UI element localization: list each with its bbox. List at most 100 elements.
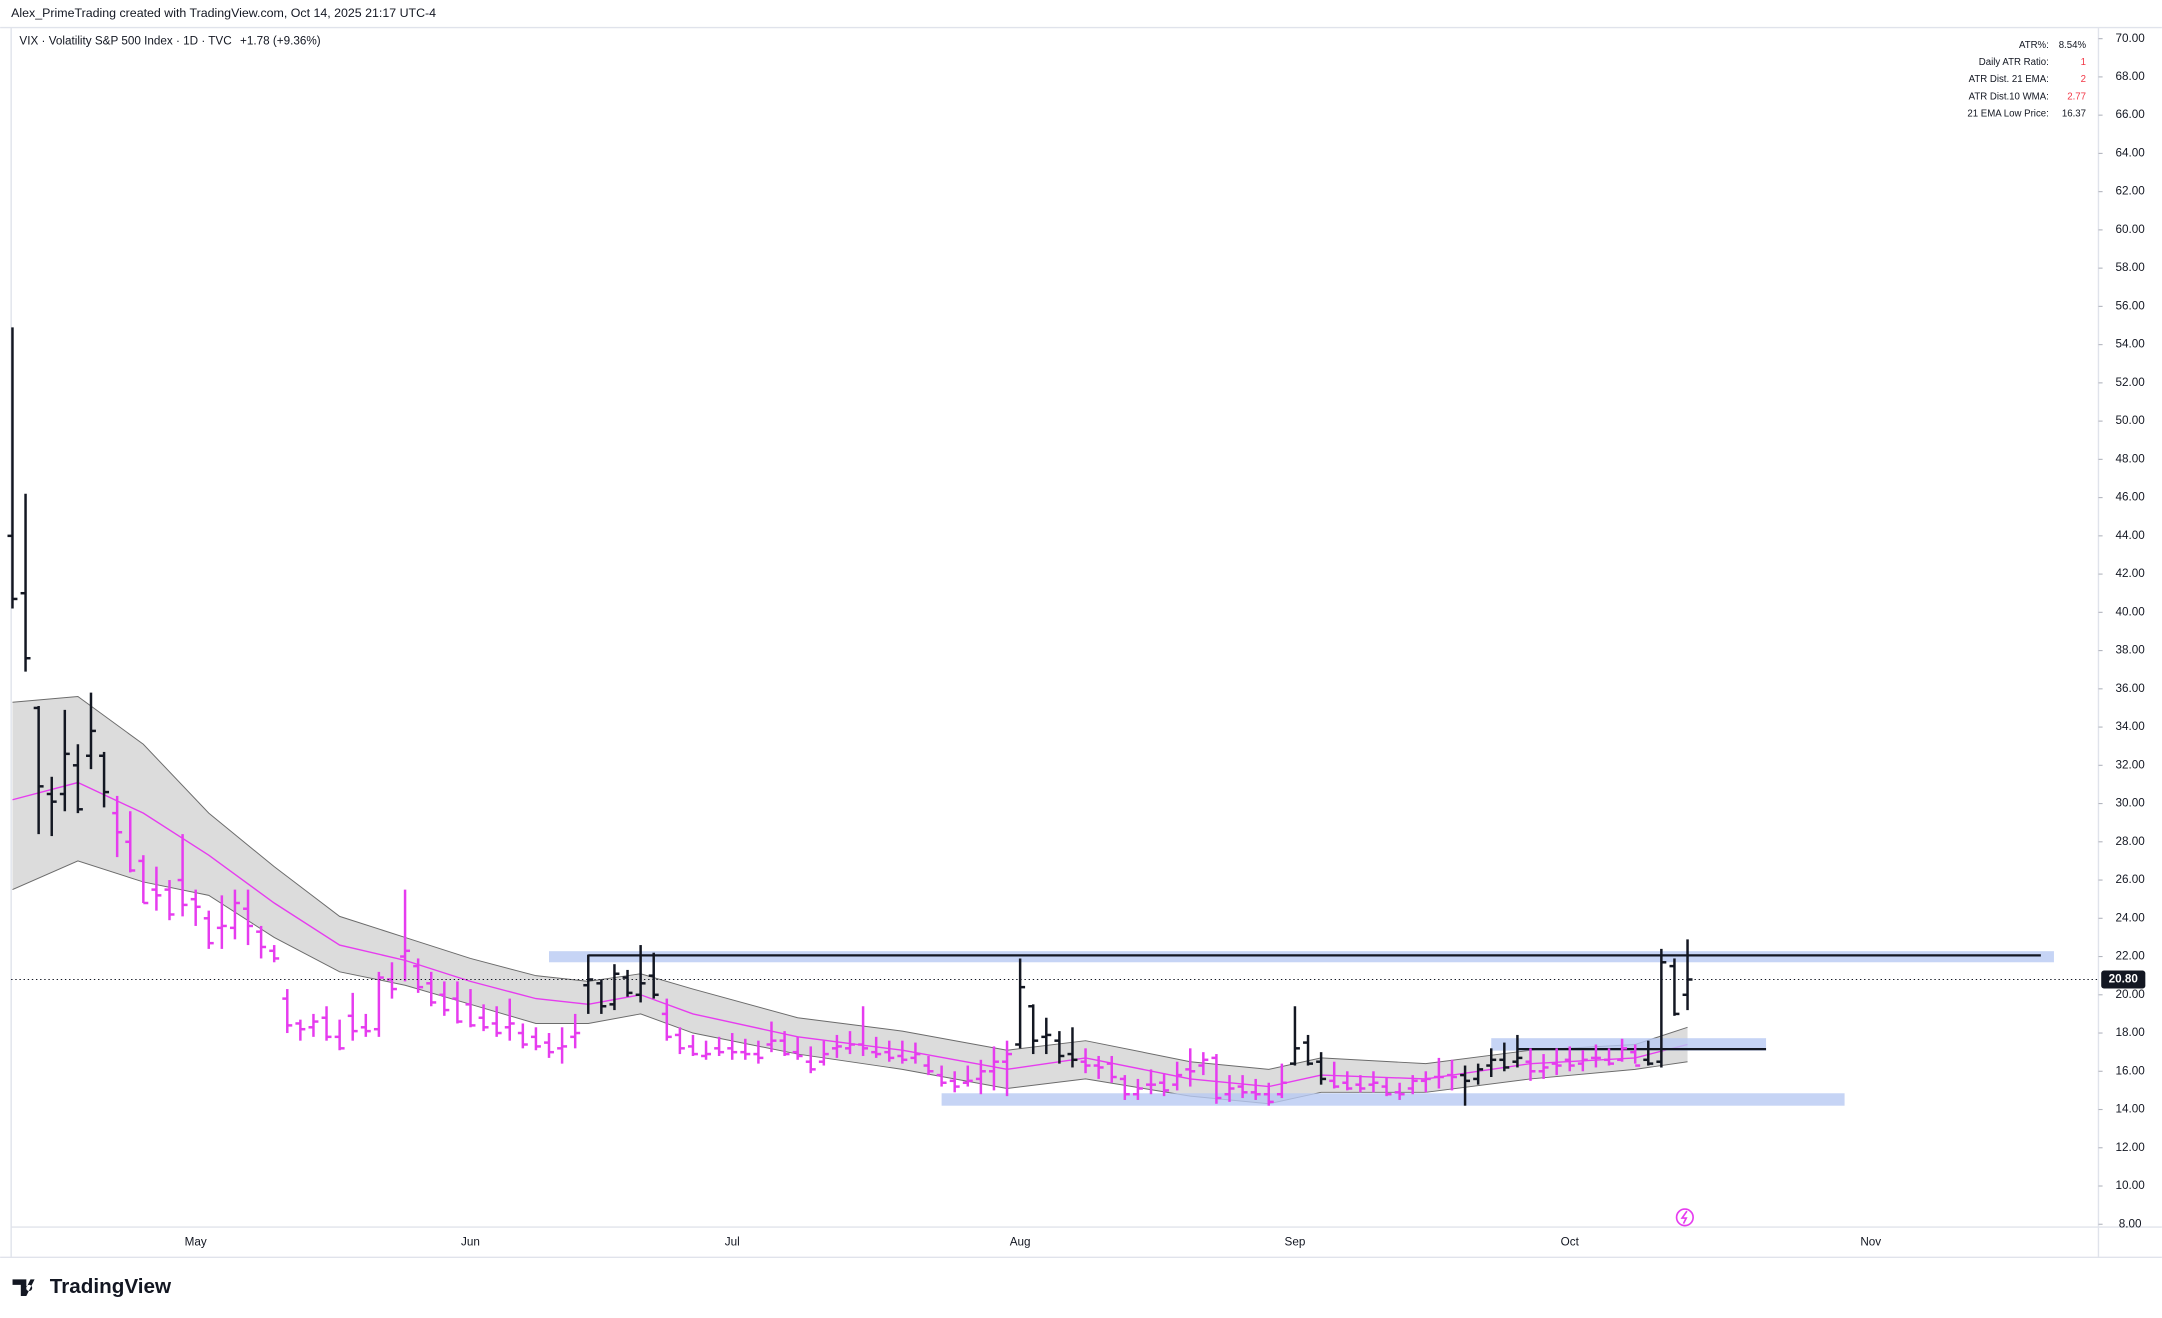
ohlc-bar xyxy=(491,1006,502,1037)
y-tick-label: 36.00 xyxy=(2116,682,2146,695)
ohlc-bar xyxy=(988,1046,999,1091)
ohlc-bar xyxy=(1394,1082,1405,1100)
y-tick-label: 66.00 xyxy=(2116,108,2146,121)
ohlc-bar xyxy=(1551,1048,1562,1076)
y-tick-label: 42.00 xyxy=(2116,567,2146,580)
ohlc-bar xyxy=(1028,1004,1039,1055)
y-tick-label: 46.00 xyxy=(2116,491,2146,504)
ohlc-bar xyxy=(1172,1061,1183,1091)
replay-icon[interactable] xyxy=(1675,1208,1694,1227)
x-tick-label: Aug xyxy=(1010,1235,1031,1248)
ohlc-bar xyxy=(1407,1075,1418,1095)
ohlc-bar xyxy=(321,1006,332,1041)
y-tick-label: 60.00 xyxy=(2116,223,2146,236)
table-label: ATR Dist. 21 EMA: xyxy=(1969,74,2049,85)
replay-bolt[interactable] xyxy=(1680,1210,1688,1224)
y-tick-label: 22.00 xyxy=(2116,950,2146,963)
ohlc-bar xyxy=(1067,1027,1078,1068)
ohlc-bar xyxy=(1002,1040,1013,1097)
ohlc-bar xyxy=(1617,1038,1628,1062)
replay-circle[interactable] xyxy=(1675,1208,1694,1227)
ohlc-bar xyxy=(229,889,240,940)
ohlc-bar xyxy=(936,1065,947,1087)
ohlc-bar xyxy=(688,1034,698,1056)
table-value: 16.37 xyxy=(2062,108,2086,119)
y-tick-label: 44.00 xyxy=(2116,529,2146,542)
ohlc-bar xyxy=(465,989,476,1028)
ohlc-bar xyxy=(818,1040,829,1066)
ohlc-bar xyxy=(544,1033,554,1058)
ohlc-bar xyxy=(648,952,659,999)
x-tick-label: Sep xyxy=(1285,1235,1306,1248)
ohlc-bar xyxy=(622,969,633,997)
table-label: 21 EMA Low Price: xyxy=(1967,108,2048,119)
ohlc-bar xyxy=(504,998,515,1041)
ohlc-bar xyxy=(1080,1048,1091,1074)
ohlc-bar xyxy=(1054,1031,1065,1064)
table-label: ATR Dist.10 WMA: xyxy=(1969,91,2049,102)
ohlc-bar xyxy=(1630,1044,1641,1067)
ohlc-bar xyxy=(1093,1055,1104,1079)
y-tick-label: 58.00 xyxy=(2116,261,2146,274)
y-tick-label: 30.00 xyxy=(2116,797,2146,810)
ohlc-bar xyxy=(831,1034,842,1058)
ohlc-bar xyxy=(151,866,162,911)
ohlc-bar xyxy=(1368,1071,1379,1093)
ohlc-bar xyxy=(1525,1048,1536,1081)
last-price-box xyxy=(2101,970,2146,989)
ohlc-bar xyxy=(923,1055,934,1076)
y-tick-label: 56.00 xyxy=(2116,299,2146,312)
ohlc-bar xyxy=(884,1040,895,1062)
ema-band xyxy=(12,696,1688,1104)
ohlc-bar xyxy=(125,811,136,873)
ohlc-bar xyxy=(1604,1048,1614,1066)
ohlc-bar xyxy=(439,981,450,1016)
ema-band-lower xyxy=(12,860,1688,1105)
ohlc-bar xyxy=(7,327,18,609)
ohlc-bar xyxy=(1643,1040,1654,1066)
ohlc-bar xyxy=(59,709,70,812)
ohlc-bar xyxy=(1185,1048,1196,1087)
ohlc-bar xyxy=(1420,1071,1431,1093)
change-legend: +1.78 (+9.36%) xyxy=(240,34,321,47)
y-tick-label: 38.00 xyxy=(2116,644,2146,657)
ema-band-upper xyxy=(12,695,1688,1070)
ohlc-bar xyxy=(871,1036,882,1058)
ohlc-bar xyxy=(1473,1063,1484,1085)
ohlc-bar xyxy=(138,855,149,905)
ohlc-bar xyxy=(1512,1034,1523,1068)
table-value: 2 xyxy=(2081,74,2086,85)
ohlc-bar xyxy=(1263,1082,1274,1106)
ohlc-bar xyxy=(1224,1075,1235,1102)
ohlc-bar xyxy=(661,998,672,1041)
ohlc-bar xyxy=(1211,1054,1222,1104)
brand-logo[interactable]: TradingView xyxy=(12,1275,172,1298)
ohlc-bar xyxy=(949,1071,960,1093)
brand-name[interactable]: TradingView xyxy=(50,1275,172,1298)
ohlc-bar xyxy=(1015,958,1026,1049)
table-value: 8.54% xyxy=(2059,40,2087,51)
ohlc-bar xyxy=(452,981,463,1024)
ohlc-bar xyxy=(1106,1055,1117,1083)
ohlc-bar xyxy=(517,1023,528,1049)
y-tick-label: 20.00 xyxy=(2116,988,2146,1001)
ohlc-bar xyxy=(190,889,201,926)
y-tick-label: 26.00 xyxy=(2116,873,2146,886)
table-label: Daily ATR Ratio: xyxy=(1979,57,2049,68)
x-tick-label: Nov xyxy=(1860,1235,1881,1248)
y-tick-label: 16.00 xyxy=(2116,1064,2146,1077)
ohlc-bar xyxy=(347,992,358,1041)
ohlc-bar xyxy=(99,751,110,808)
ohlc-bar xyxy=(1237,1075,1248,1099)
ohlc-bar xyxy=(72,744,83,814)
ohlc-bar xyxy=(1250,1078,1261,1100)
ohlc-bar xyxy=(33,706,44,835)
y-tick-label: 64.00 xyxy=(2116,146,2146,159)
y-tick-label: 12.00 xyxy=(2116,1141,2146,1154)
ohlc-bar xyxy=(308,1013,319,1037)
brand-icon[interactable] xyxy=(12,1279,35,1296)
ohlc-bar xyxy=(1577,1050,1588,1072)
ohlc-bar xyxy=(1159,1073,1170,1097)
ohlc-bar xyxy=(530,1027,541,1051)
